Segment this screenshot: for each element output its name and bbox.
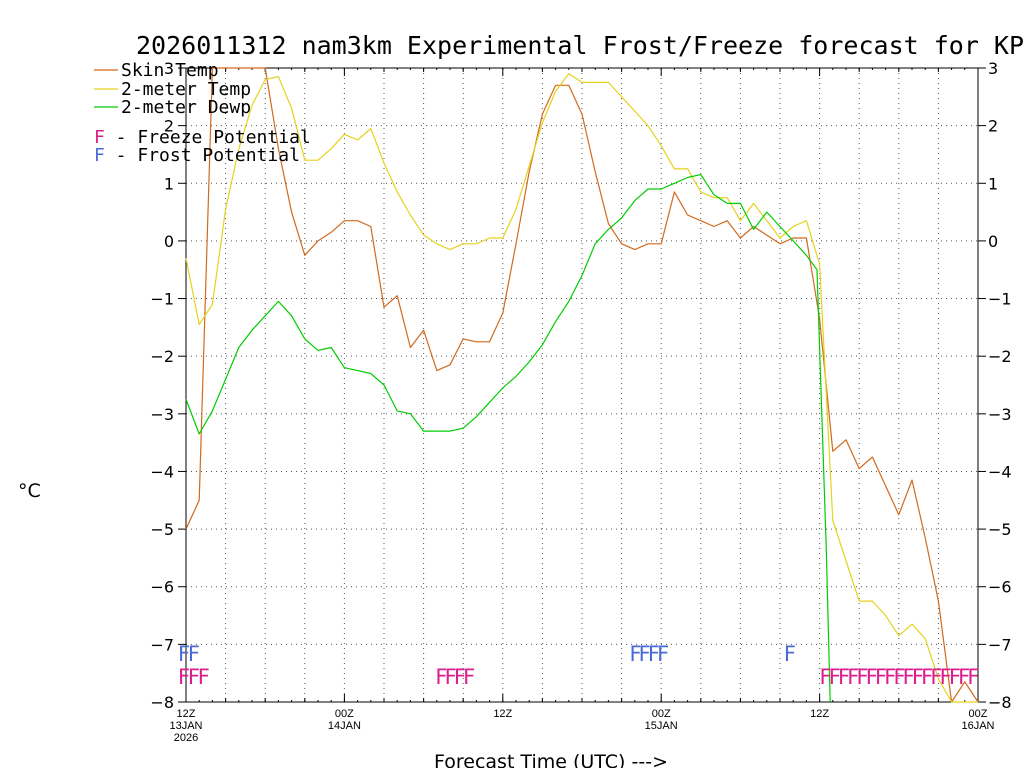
y-tick-label-left: −2 [150,347,174,366]
y-tick-label-left: −8 [150,693,174,712]
freeze-flag: F [435,665,447,689]
freeze-flag: F [940,665,952,689]
legend-label: Skin Temp [121,60,219,81]
legend-label: 2-meter Temp [121,79,251,100]
frost-flag: F [784,642,796,666]
x-tick-label: 00Z [335,708,354,720]
y-tick-label-right: −3 [988,405,1012,424]
x-axis-label: Forecast Time (UTC) ---> [434,751,668,768]
frost-flag: F [629,642,641,666]
y-tick-label-right: −1 [988,290,1012,309]
chart-title: 2026011312 nam3km Experimental Frost/Fre… [136,31,1024,60]
freeze-flag: F [454,665,466,689]
grid [186,68,978,702]
freeze-flag: F [866,665,878,689]
frost-flag: F [188,642,200,666]
frost-flag: F [639,642,651,666]
freeze-flag: F [188,665,200,689]
y-tick-label-left: 1 [164,174,174,193]
legend-label: F - Freeze Potential [94,127,311,148]
freeze-flag: F [893,665,905,689]
y-tick-label-right: −2 [988,347,1012,366]
y-tick-label-left: −7 [150,635,174,654]
y-tick-label-left: −1 [150,290,174,309]
freeze-flag: F [178,665,190,689]
freeze-flag: F [445,665,457,689]
x-tick-label: 15JAN [645,720,678,732]
freeze-flag: F [967,665,979,689]
legend-label: F - Frost Potential [94,145,300,166]
x-tick-label: 00Z [652,708,671,720]
x-tick-label: 12Z [177,708,196,720]
frost-flag: F [648,642,660,666]
freeze-flag: F [847,665,859,689]
y-tick-label-left: 0 [164,232,174,251]
freeze-flag: F [463,665,475,689]
y-tick-label-right: −5 [988,520,1012,539]
freeze-flag: F [838,665,850,689]
freeze-flag: F [958,665,970,689]
series-line-2-meter-dewp [185,174,831,703]
frost-flag: F [178,642,190,666]
y-tick-label-right: −4 [988,462,1012,481]
y-tick-label-right: −6 [988,578,1012,597]
y-tick-label-right: 2 [988,117,998,136]
freeze-flag: F [930,665,942,689]
y-tick-label-left: −5 [150,520,174,539]
y-tick-label-right: 1 [988,174,998,193]
freeze-flag: F [875,665,887,689]
x-tick-label: 13JAN [169,720,202,732]
freeze-flag: F [912,665,924,689]
freeze-flag: F [884,665,896,689]
legend-label: 2-meter Dewp [121,97,251,118]
series-lines [185,67,979,703]
x-tick-label: 00Z [969,708,988,720]
freeze-flag: F [949,665,961,689]
freeze-flag: F [198,665,210,689]
series-line-skin-temp [185,67,979,703]
y-tick-label-right: 0 [988,232,998,251]
x-tick-label: 16JAN [961,720,994,732]
frost-flag: F [657,642,669,666]
y-tick-label-left: 3 [164,59,174,78]
y-tick-label-right: −7 [988,635,1012,654]
y-axis-label: °C [18,480,41,502]
freeze-flag: F [903,665,915,689]
freeze-flag: F [921,665,933,689]
x-tick-label: 2026 [174,732,198,744]
x-tick-label: 12Z [493,708,512,720]
freeze-flag: F [820,665,832,689]
y-tick-label-left: −6 [150,578,174,597]
y-tick-label-left: −3 [150,405,174,424]
freeze-flag: F [829,665,841,689]
y-tick-label-left: −4 [150,462,174,481]
y-tick-label-left: 2 [164,117,174,136]
x-tick-label: 14JAN [328,720,361,732]
axis-ticks: −8 −8 −7 −7 −6 −6 −5 −5 −4 −4 −3 −3 −2 −2 −1 −1 0 0 1 1 2 2 3 3… [150,59,1011,744]
freeze-flag: F [856,665,868,689]
series-line-2-meter-temp [185,73,978,703]
y-tick-label-right: −8 [988,693,1012,712]
x-tick-label: 12Z [810,708,829,720]
y-tick-label-right: 3 [988,59,998,78]
